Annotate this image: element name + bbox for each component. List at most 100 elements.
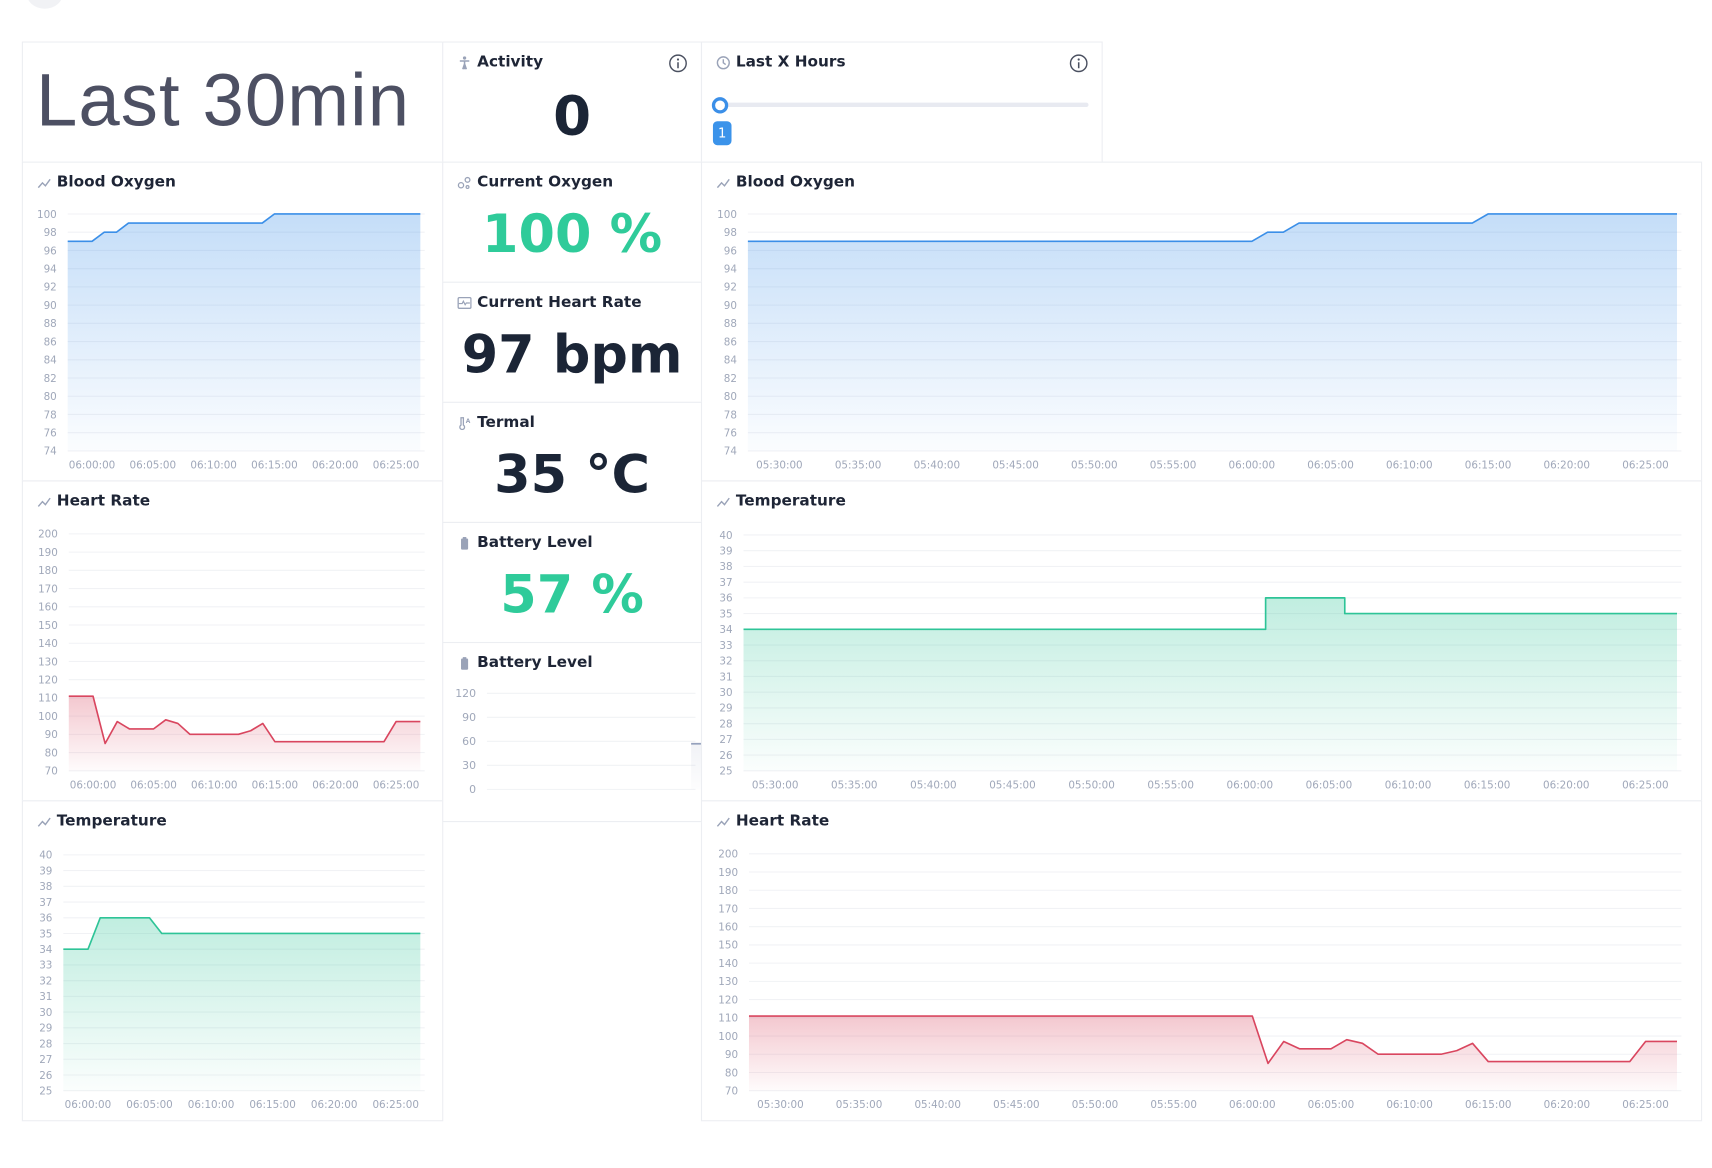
x-tick-label: 06:05:00	[126, 1099, 173, 1111]
chart-plot: 74 76 78 80 82 84 86 88 90 92 94 96 98 100 06:00:00 06:…	[37, 209, 425, 471]
y-tick-label: 92	[724, 282, 737, 294]
y-tick-label: 150	[718, 940, 738, 952]
y-tick-label: 80	[724, 391, 737, 403]
x-tick-label: 05:35:00	[835, 459, 882, 471]
info-icon[interactable]	[668, 53, 688, 73]
x-tick-label: 06:00:00	[69, 459, 116, 471]
x-tick-label: 06:15:00	[252, 779, 299, 791]
x-tick-label: 05:50:00	[1071, 459, 1118, 471]
y-tick-label: 190	[38, 547, 58, 559]
y-tick-label: 27	[719, 734, 732, 746]
y-tick-label: 32	[39, 975, 52, 987]
x-tick-label: 05:30:00	[757, 1099, 804, 1111]
y-tick-label: 84	[724, 355, 738, 367]
current-oxygen-value: 100 %	[482, 204, 663, 266]
y-tick-label: 140	[718, 958, 738, 970]
y-tick-label: 25	[39, 1086, 52, 1098]
x-tick-label: 06:25:00	[373, 779, 420, 791]
y-tick-label: 31	[39, 991, 52, 1003]
person-icon	[459, 55, 470, 69]
y-tick-label: 29	[39, 1023, 52, 1035]
y-tick-label: 34	[39, 944, 53, 956]
y-tick-label: 160	[38, 602, 58, 614]
time-range-card: Last 30min	[21, 41, 444, 163]
y-tick-label: 96	[724, 245, 737, 257]
y-tick-label: 78	[724, 409, 737, 421]
y-tick-label: 100	[718, 1031, 738, 1043]
y-tick-label: 98	[44, 227, 57, 239]
battery-level-card: Battery Level 57 %	[442, 521, 703, 644]
y-tick-label: 90	[725, 1049, 738, 1061]
x-tick-label: 06:25:00	[372, 1099, 419, 1111]
chart-title-text: Blood Oxygen	[56, 173, 176, 192]
chart-title-text: Heart Rate	[56, 492, 151, 510]
x-tick-label: 06:25:00	[1622, 779, 1669, 791]
chart-title: Battery Level	[457, 654, 593, 671]
info-icon[interactable]	[1069, 53, 1089, 73]
chart-title: Temperature	[716, 492, 846, 510]
chart-title-text: Heart Rate	[735, 812, 830, 830]
series-line	[68, 695, 421, 745]
heart-rate-monitor-icon	[457, 296, 472, 309]
y-tick-label: 70	[725, 1086, 738, 1098]
heart-rate-large-chart-card: Heart Rate 70 80 90 100 110 120 130 140 150 160 170…	[700, 800, 1703, 1122]
y-tick-label: 120	[38, 675, 58, 687]
x-tick-label: 05:40:00	[910, 779, 957, 791]
chart-title: Blood Oxygen	[716, 174, 855, 191]
y-tick-label: 160	[718, 922, 738, 934]
series-line	[747, 213, 1678, 243]
y-tick-label: 39	[39, 865, 52, 877]
y-tick-label: 26	[719, 750, 732, 762]
x-tick-label: 06:20:00	[312, 779, 359, 791]
y-tick-label: 90	[45, 729, 58, 741]
y-tick-label: 76	[724, 428, 737, 440]
x-tick-label: 05:40:00	[914, 459, 961, 471]
trend-line-icon	[37, 497, 51, 507]
y-tick-label: 86	[44, 336, 57, 348]
y-tick-label: 26	[39, 1070, 52, 1082]
battery-icon	[461, 656, 469, 670]
y-tick-label: 33	[39, 960, 52, 972]
y-tick-label: 88	[724, 318, 737, 330]
y-tick-label: 120	[718, 994, 738, 1006]
x-tick-label: 06:25:00	[1622, 1099, 1669, 1111]
y-tick-label: 80	[725, 1067, 738, 1079]
x-tick-label: 06:10:00	[190, 459, 237, 471]
x-tick-label: 06:10:00	[191, 779, 238, 791]
chart-title-text: Temperature	[56, 812, 167, 830]
chart-title: Temperature	[37, 812, 167, 830]
hours-slider-track[interactable]	[718, 102, 1089, 107]
hours-slider-handle[interactable]	[711, 97, 729, 114]
chart-plot: 25 26 27 28 29 30 31 32 33 34 35 36 37 38 39 40 05:30:00…	[719, 530, 1682, 791]
series-area	[691, 743, 701, 790]
chart-plot: 70 80 90 100 110 120 130 140 150 160 170 180 190 200 0…	[38, 529, 425, 791]
avatar[interactable]	[26, 0, 64, 9]
x-tick-label: 05:35:00	[831, 779, 878, 791]
battery-level-chart-card: Battery Level030609012007:0012:0017:0022…	[442, 641, 703, 823]
current-heart-rate-title: Current Heart Rate	[477, 293, 642, 312]
y-tick-label: 28	[719, 718, 732, 730]
x-tick-label: 06:05:00	[130, 459, 177, 471]
y-tick-label: 34	[719, 624, 733, 636]
y-tick-label: 40	[39, 850, 52, 862]
x-tick-label: 06:00:00	[1229, 1099, 1276, 1111]
y-tick-label: 32	[719, 656, 732, 668]
x-tick-label: 06:00:00	[65, 1099, 112, 1111]
y-tick-label: 90	[724, 300, 737, 312]
y-tick-label: 84	[44, 355, 58, 367]
y-tick-label: 120	[455, 687, 476, 700]
y-tick-label: 60	[462, 735, 476, 748]
y-tick-label: 86	[724, 336, 737, 348]
y-tick-label: 200	[718, 849, 738, 861]
x-tick-label: 06:15:00	[251, 459, 298, 471]
x-tick-label: 06:10:00	[188, 1099, 235, 1111]
y-tick-label: 88	[44, 318, 57, 330]
x-tick-label: 05:50:00	[1072, 1099, 1119, 1111]
x-tick-label: 06:25:00	[1622, 459, 1669, 471]
trend-line-icon	[716, 817, 730, 827]
battery-icon	[461, 536, 469, 550]
activity-title: Activity	[477, 53, 544, 71]
trend-line-icon	[716, 497, 730, 507]
y-tick-label: 25	[719, 766, 732, 778]
y-tick-label: 100	[38, 711, 58, 723]
